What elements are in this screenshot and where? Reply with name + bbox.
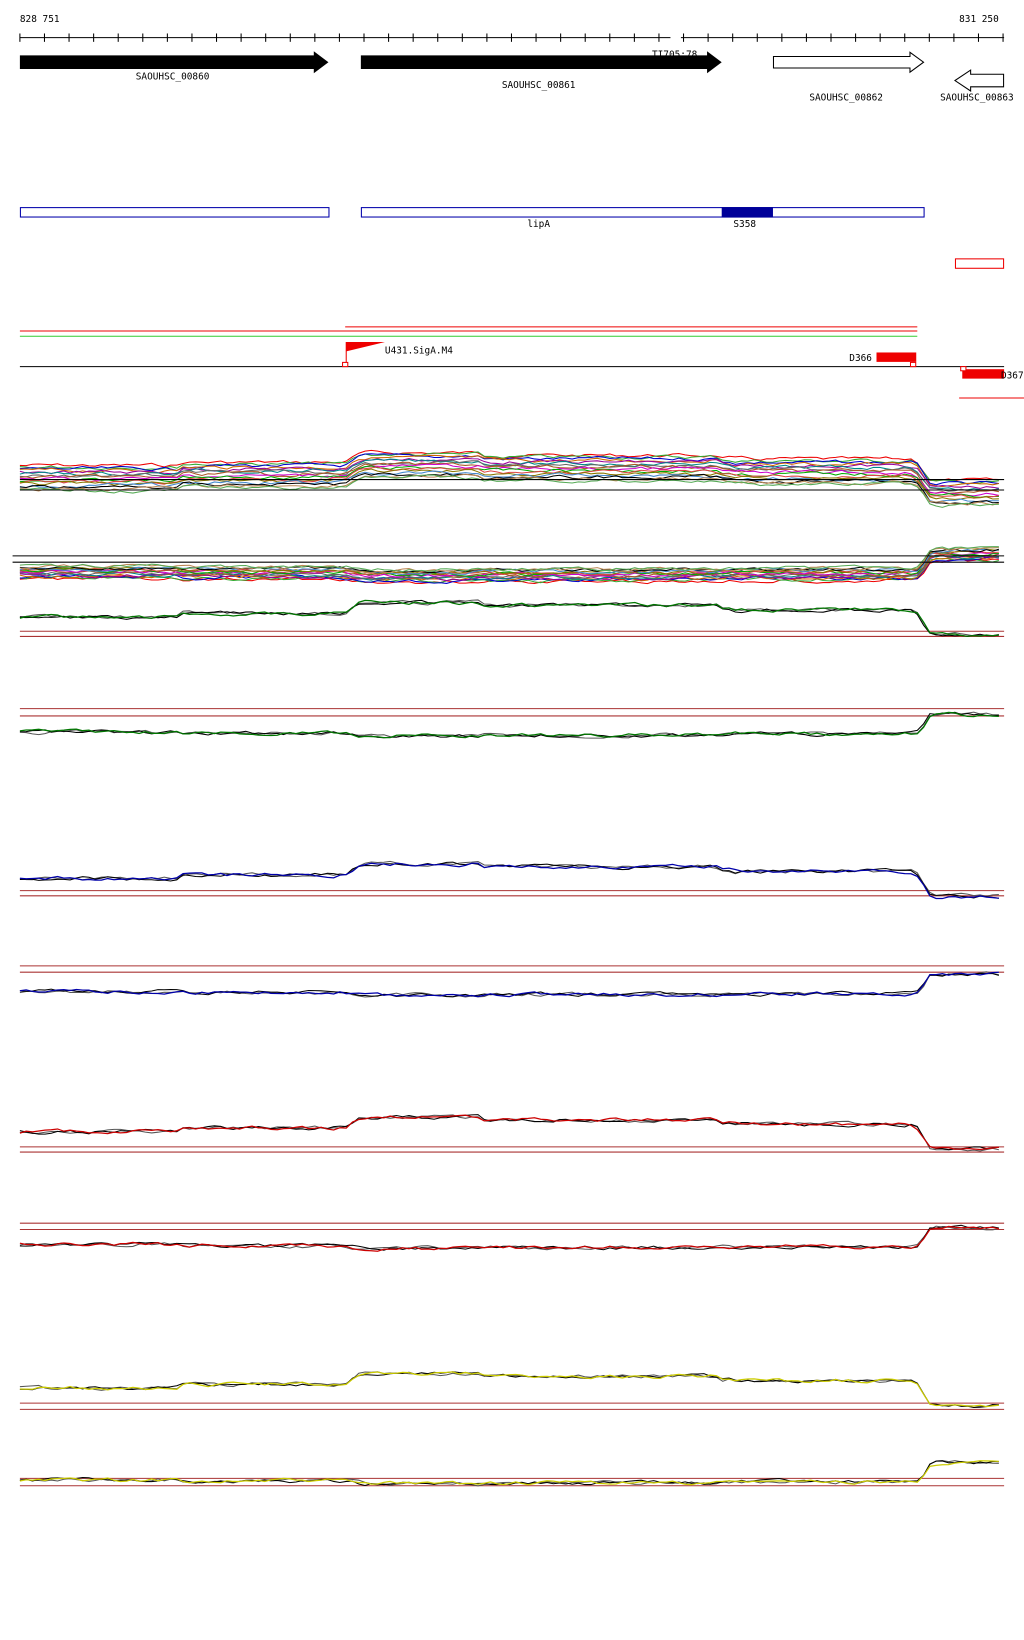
gene-arrow <box>360 51 722 74</box>
expression-trace <box>19 546 999 573</box>
expression-trace <box>19 1114 999 1151</box>
feature-box <box>19 207 330 218</box>
expression-trace <box>19 555 999 582</box>
expression-trace <box>19 552 999 578</box>
promoter-anchor <box>342 361 349 368</box>
terminator-label: D367 <box>1001 371 1024 382</box>
end-coordinate: 831 250 <box>959 14 999 25</box>
gene-label: SAOUHSC_00860 <box>136 71 210 82</box>
start-coordinate: 828 751 <box>20 14 60 25</box>
expression-trace <box>19 1114 999 1151</box>
expression-trace <box>19 453 999 486</box>
terminator-label: D366 <box>849 353 872 364</box>
expression-trace <box>19 465 999 498</box>
gene-label: SAOUHSC_00862 <box>809 92 883 103</box>
promoter-flag <box>346 342 385 352</box>
gene-label: SAOUHSC_00863 <box>940 92 1014 103</box>
feature-label: S358 <box>733 219 756 230</box>
expression-trace <box>19 550 999 576</box>
expression-trace <box>19 1460 999 1487</box>
expression-trace <box>19 861 999 899</box>
expression-trace <box>19 599 999 637</box>
expression-trace <box>19 457 999 489</box>
expression-trace <box>19 454 999 488</box>
expression-trace <box>19 556 999 584</box>
expression-trace <box>19 466 999 499</box>
feature-box <box>360 207 925 218</box>
site-box <box>721 207 773 218</box>
gene-arrow <box>954 69 1005 92</box>
expression-tracks <box>12 449 1005 1487</box>
gene-arrow <box>772 51 925 74</box>
expression-trace <box>19 463 999 497</box>
expression-trace <box>19 468 999 500</box>
terminator-anchor <box>960 366 967 372</box>
expression-trace <box>19 1460 999 1486</box>
expression-trace <box>19 862 999 900</box>
terminator-box <box>876 352 917 362</box>
feature-label: lipA <box>527 219 550 230</box>
expression-trace <box>19 553 1000 579</box>
gene-label: SAOUHSC_00861 <box>502 80 576 91</box>
promoter-label: U431.SigA.M4 <box>385 346 453 357</box>
ruler <box>19 33 1005 42</box>
expression-trace <box>19 451 999 485</box>
expression-trace <box>19 461 999 494</box>
expression-trace <box>19 474 999 508</box>
expression-trace <box>19 1371 999 1409</box>
marker-label: TI705:78 <box>652 50 698 61</box>
expression-trace <box>19 1225 1000 1252</box>
expression-trace <box>19 971 999 998</box>
terminator-box <box>962 369 1005 379</box>
terminator-anchor <box>909 361 917 368</box>
expression-trace <box>19 1371 999 1408</box>
expression-trace <box>19 599 999 637</box>
gene-arrow <box>19 51 329 74</box>
feature-box <box>954 258 1005 269</box>
expression-trace <box>19 711 999 739</box>
expression-trace <box>19 459 999 492</box>
